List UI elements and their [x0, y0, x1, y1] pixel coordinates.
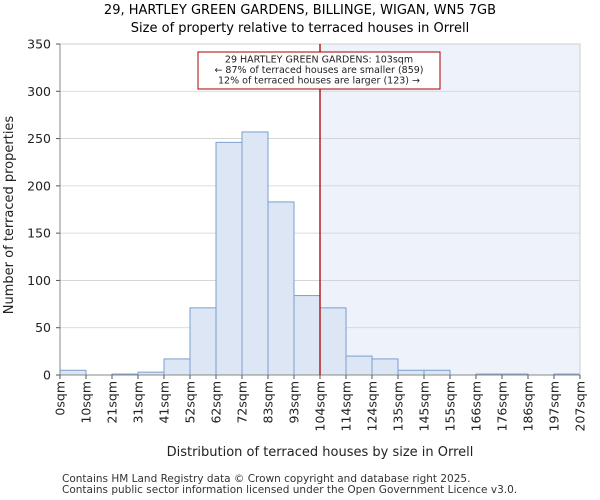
bar — [319, 307, 347, 376]
x-tick-label: 72sqm — [235, 381, 250, 424]
x-tick-label: 207sqm — [573, 381, 588, 431]
x-tick-label: 10sqm — [79, 381, 94, 424]
bar — [345, 355, 373, 376]
x-tick-label: 41sqm — [157, 381, 172, 424]
bar — [241, 131, 269, 376]
x-tick-label: 124sqm — [365, 381, 380, 431]
highlight-region — [320, 44, 580, 375]
x-tick-label: 0sqm — [53, 381, 68, 416]
annotation-box — [197, 51, 441, 90]
plot-area: 0 50 100 150 200 250 300 350 0sqm 10sqm 21sqm 31sqm… — [27, 37, 587, 432]
x-tick-label: 104sqm — [313, 381, 328, 431]
y-axis-label: Number of terraced properties — [2, 116, 17, 315]
x-tick-label: 83sqm — [261, 381, 276, 424]
bar — [267, 201, 295, 376]
x-tick-label: 176sqm — [495, 381, 510, 431]
chart-subtitle: Size of property relative to terraced ho… — [131, 21, 469, 36]
y-tick-label: 0 — [43, 368, 51, 383]
bar — [293, 295, 321, 376]
y-tick-label: 150 — [27, 226, 51, 241]
x-tick-label: 155sqm — [443, 381, 458, 431]
footer-licence: Contains public sector information licen… — [62, 484, 518, 496]
y-tick-label: 100 — [27, 273, 51, 288]
footer-copyright: Contains HM Land Registry data © Crown c… — [62, 473, 471, 485]
y-tick-label: 350 — [27, 37, 51, 52]
x-tick-label: 114sqm — [339, 381, 354, 431]
bar — [215, 141, 243, 376]
y-tick-label: 200 — [27, 178, 51, 193]
annotation-line: 29 HARTLEY GREEN GARDENS: 103sqm — [225, 55, 413, 66]
bar — [397, 369, 425, 376]
x-tick-label: 166sqm — [469, 381, 484, 431]
x-tick-label: 52sqm — [183, 381, 198, 424]
x-tick-label: 21sqm — [105, 381, 120, 424]
chart-title: 29, HARTLEY GREEN GARDENS, BILLINGE, WIG… — [104, 3, 496, 18]
y-tick-label: 250 — [27, 131, 51, 146]
y-tick-label: 50 — [35, 320, 51, 335]
x-tick-label: 186sqm — [521, 381, 536, 431]
bar — [189, 307, 217, 376]
annotation-line: ← 87% of terraced houses are smaller (85… — [214, 65, 423, 76]
annotation-line: 12% of terraced houses are larger (123) … — [218, 76, 420, 87]
x-axis-label: Distribution of terraced houses by size … — [167, 445, 474, 460]
bar — [163, 358, 191, 376]
x-tick-label: 31sqm — [131, 381, 146, 424]
y-tick-label: 300 — [27, 84, 51, 99]
bar — [59, 369, 87, 376]
x-tick-label: 145sqm — [417, 381, 432, 431]
x-tick-label: 93sqm — [287, 381, 302, 424]
x-tick-label: 197sqm — [547, 381, 562, 431]
bar — [423, 369, 451, 376]
x-tick-label: 62sqm — [209, 381, 224, 424]
bar — [371, 358, 399, 376]
x-tick-label: 135sqm — [391, 381, 406, 431]
